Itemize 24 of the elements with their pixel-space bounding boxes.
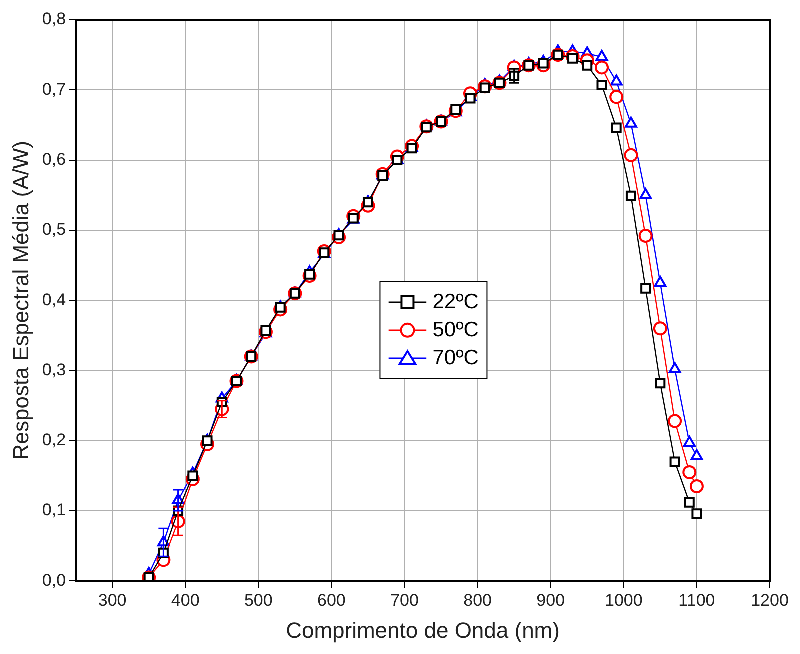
y-tick-label: 0,7 [42,80,66,99]
x-tick-label: 800 [464,591,492,610]
x-tick-label: 500 [244,591,273,610]
x-tick-label: 1100 [678,591,716,610]
x-tick-label: 400 [171,591,200,610]
x-tick-label: 1200 [751,591,789,610]
x-tick-label: 300 [98,591,127,610]
y-tick-label: 0,2 [42,430,66,450]
x-tick-label: 700 [390,591,419,610]
legend-label: 50ºC [432,318,479,342]
y-tick-label: 0,8 [42,10,66,29]
legend-label: 22ºC [432,290,479,314]
y-tick-label: 0,4 [42,290,66,310]
y-tick-label: 0,1 [42,500,66,520]
x-axis-title: Comprimento de Onda (nm) [286,618,560,643]
y-tick-label: 0,6 [42,150,66,169]
y-axis-title: Resposta Espectral Média (A/W) [8,141,34,460]
y-tick-label: 0,0 [42,570,66,590]
x-tick-label: 900 [536,591,566,610]
y-tick-label: 0,3 [42,360,66,380]
y-tick-label: 0,5 [42,220,66,240]
legend-label: 70ºC [432,346,479,370]
x-tick-label: 600 [318,591,346,610]
x-tick-label: 1000 [604,591,643,610]
